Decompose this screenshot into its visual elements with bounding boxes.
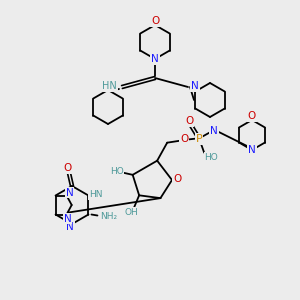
- Text: N: N: [210, 126, 218, 136]
- Text: N: N: [151, 54, 159, 64]
- Text: N: N: [248, 145, 256, 155]
- Text: O: O: [64, 163, 72, 173]
- Text: O: O: [173, 174, 181, 184]
- Text: P: P: [196, 134, 202, 144]
- Text: N: N: [191, 81, 199, 91]
- Text: HN: HN: [89, 190, 102, 199]
- Text: O: O: [185, 116, 193, 126]
- Text: HO: HO: [110, 167, 124, 176]
- Text: OH: OH: [124, 208, 138, 217]
- Text: N: N: [66, 188, 74, 197]
- Text: NH₂: NH₂: [100, 212, 118, 221]
- Text: HN: HN: [102, 81, 117, 91]
- Text: O: O: [248, 111, 256, 121]
- Text: HO: HO: [204, 153, 218, 162]
- Text: O: O: [180, 134, 188, 144]
- Text: O: O: [151, 16, 159, 26]
- Text: N: N: [66, 222, 74, 232]
- Text: N: N: [64, 214, 71, 224]
